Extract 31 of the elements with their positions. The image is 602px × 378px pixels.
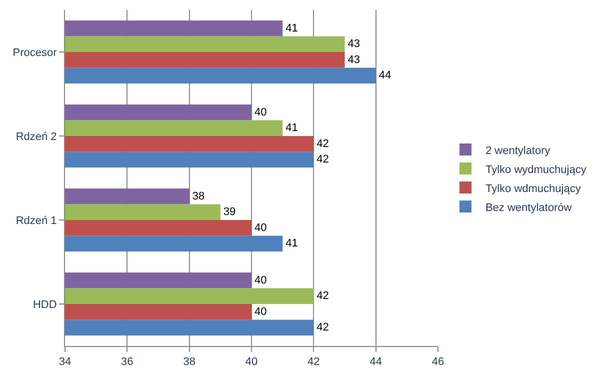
- data-label: 42: [316, 290, 329, 302]
- data-label: 40: [254, 274, 267, 286]
- legend-label: Tylko wydmuchujący: [485, 164, 587, 176]
- data-label: 43: [348, 54, 360, 66]
- x-tick-label: 40: [245, 356, 258, 368]
- data-label: 43: [348, 38, 360, 50]
- data-label: 42: [316, 154, 329, 166]
- x-tick-label: 34: [58, 356, 72, 368]
- x-tick-label: 42: [308, 356, 320, 368]
- data-label: 39: [223, 206, 236, 218]
- x-tick-label: 44: [370, 356, 382, 368]
- legend-label: Tylko wdmuchujący: [485, 182, 582, 195]
- y-tick-label: Rdzeń 1: [16, 214, 57, 227]
- data-label: 41: [286, 122, 298, 134]
- y-tick-label: Rdzeń 2: [16, 130, 57, 143]
- data-label: 44: [378, 70, 392, 82]
- data-label: 42: [316, 322, 329, 334]
- data-label: 41: [286, 238, 298, 250]
- legend-label: Bez wentylatorów: [485, 202, 572, 214]
- y-tick-label: HDD: [32, 298, 57, 311]
- data-label: 41: [286, 22, 298, 34]
- y-tick-label: Procesor: [12, 46, 58, 59]
- x-tick-label: 36: [121, 356, 134, 368]
- data-label: 42: [316, 138, 329, 150]
- data-label: 40: [254, 106, 267, 118]
- x-tick-label: 38: [183, 356, 196, 368]
- data-label: 40: [254, 306, 267, 318]
- data-label: 38: [192, 190, 205, 202]
- legend-label: 2 wentylatory: [485, 144, 551, 157]
- data-label: 40: [254, 222, 267, 234]
- x-tick-label: 46: [432, 356, 444, 368]
